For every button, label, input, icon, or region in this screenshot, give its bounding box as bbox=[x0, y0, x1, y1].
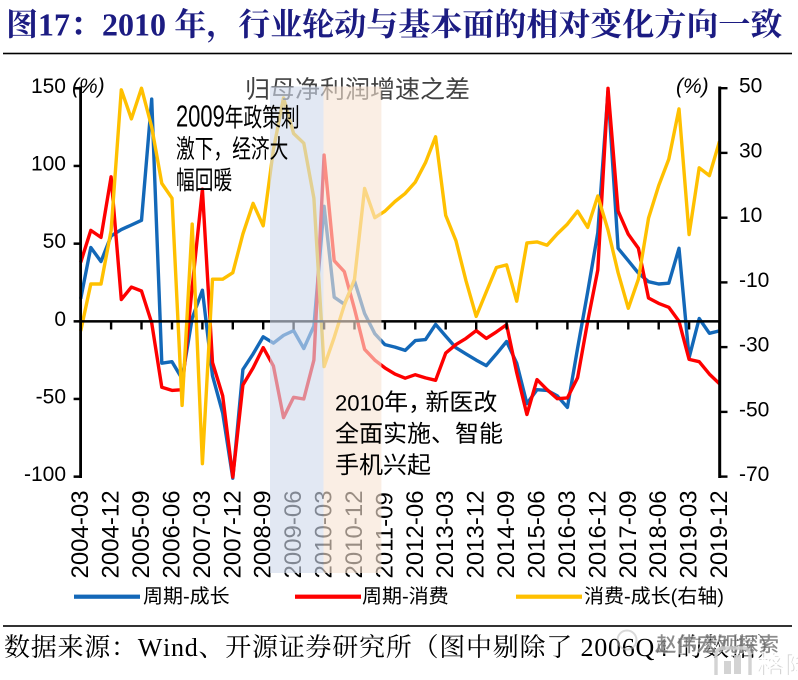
svg-text:2013-03: 2013-03 bbox=[432, 490, 459, 578]
svg-text:2017-09: 2017-09 bbox=[615, 490, 642, 578]
svg-text:2007-12: 2007-12 bbox=[219, 490, 246, 578]
svg-text:50: 50 bbox=[739, 75, 762, 98]
svg-text:2013-12: 2013-12 bbox=[463, 490, 490, 578]
svg-text:2004-12: 2004-12 bbox=[98, 490, 125, 578]
svg-text:150: 150 bbox=[31, 75, 66, 98]
svg-text:-50: -50 bbox=[36, 386, 66, 409]
svg-text:10: 10 bbox=[739, 204, 762, 227]
svg-text:-10: -10 bbox=[739, 269, 769, 292]
svg-text:2005-09: 2005-09 bbox=[128, 490, 155, 578]
svg-text:0: 0 bbox=[54, 308, 66, 331]
svg-text:2006-06: 2006-06 bbox=[159, 490, 186, 578]
svg-text:2016-03: 2016-03 bbox=[554, 490, 581, 578]
svg-text:(%): (%) bbox=[676, 75, 709, 98]
svg-text:50: 50 bbox=[43, 230, 66, 253]
svg-text:-50: -50 bbox=[739, 398, 769, 421]
svg-text:-100: -100 bbox=[24, 463, 66, 486]
svg-text:30: 30 bbox=[739, 139, 762, 162]
svg-text:2014-09: 2014-09 bbox=[493, 490, 520, 578]
svg-text:100: 100 bbox=[31, 152, 66, 175]
svg-text:2012-06: 2012-06 bbox=[402, 490, 429, 578]
svg-text:2019-03: 2019-03 bbox=[676, 490, 703, 578]
svg-text:-30: -30 bbox=[739, 334, 769, 357]
svg-text:(%): (%) bbox=[72, 75, 105, 98]
svg-text:-70: -70 bbox=[739, 463, 769, 486]
svg-text:2019-12: 2019-12 bbox=[706, 490, 733, 578]
svg-text:2004-03: 2004-03 bbox=[67, 490, 94, 578]
svg-text:2015-06: 2015-06 bbox=[524, 490, 551, 578]
svg-text:2018-06: 2018-06 bbox=[645, 490, 672, 578]
svg-text:2007-03: 2007-03 bbox=[189, 490, 216, 578]
svg-text:2016-12: 2016-12 bbox=[584, 490, 611, 578]
